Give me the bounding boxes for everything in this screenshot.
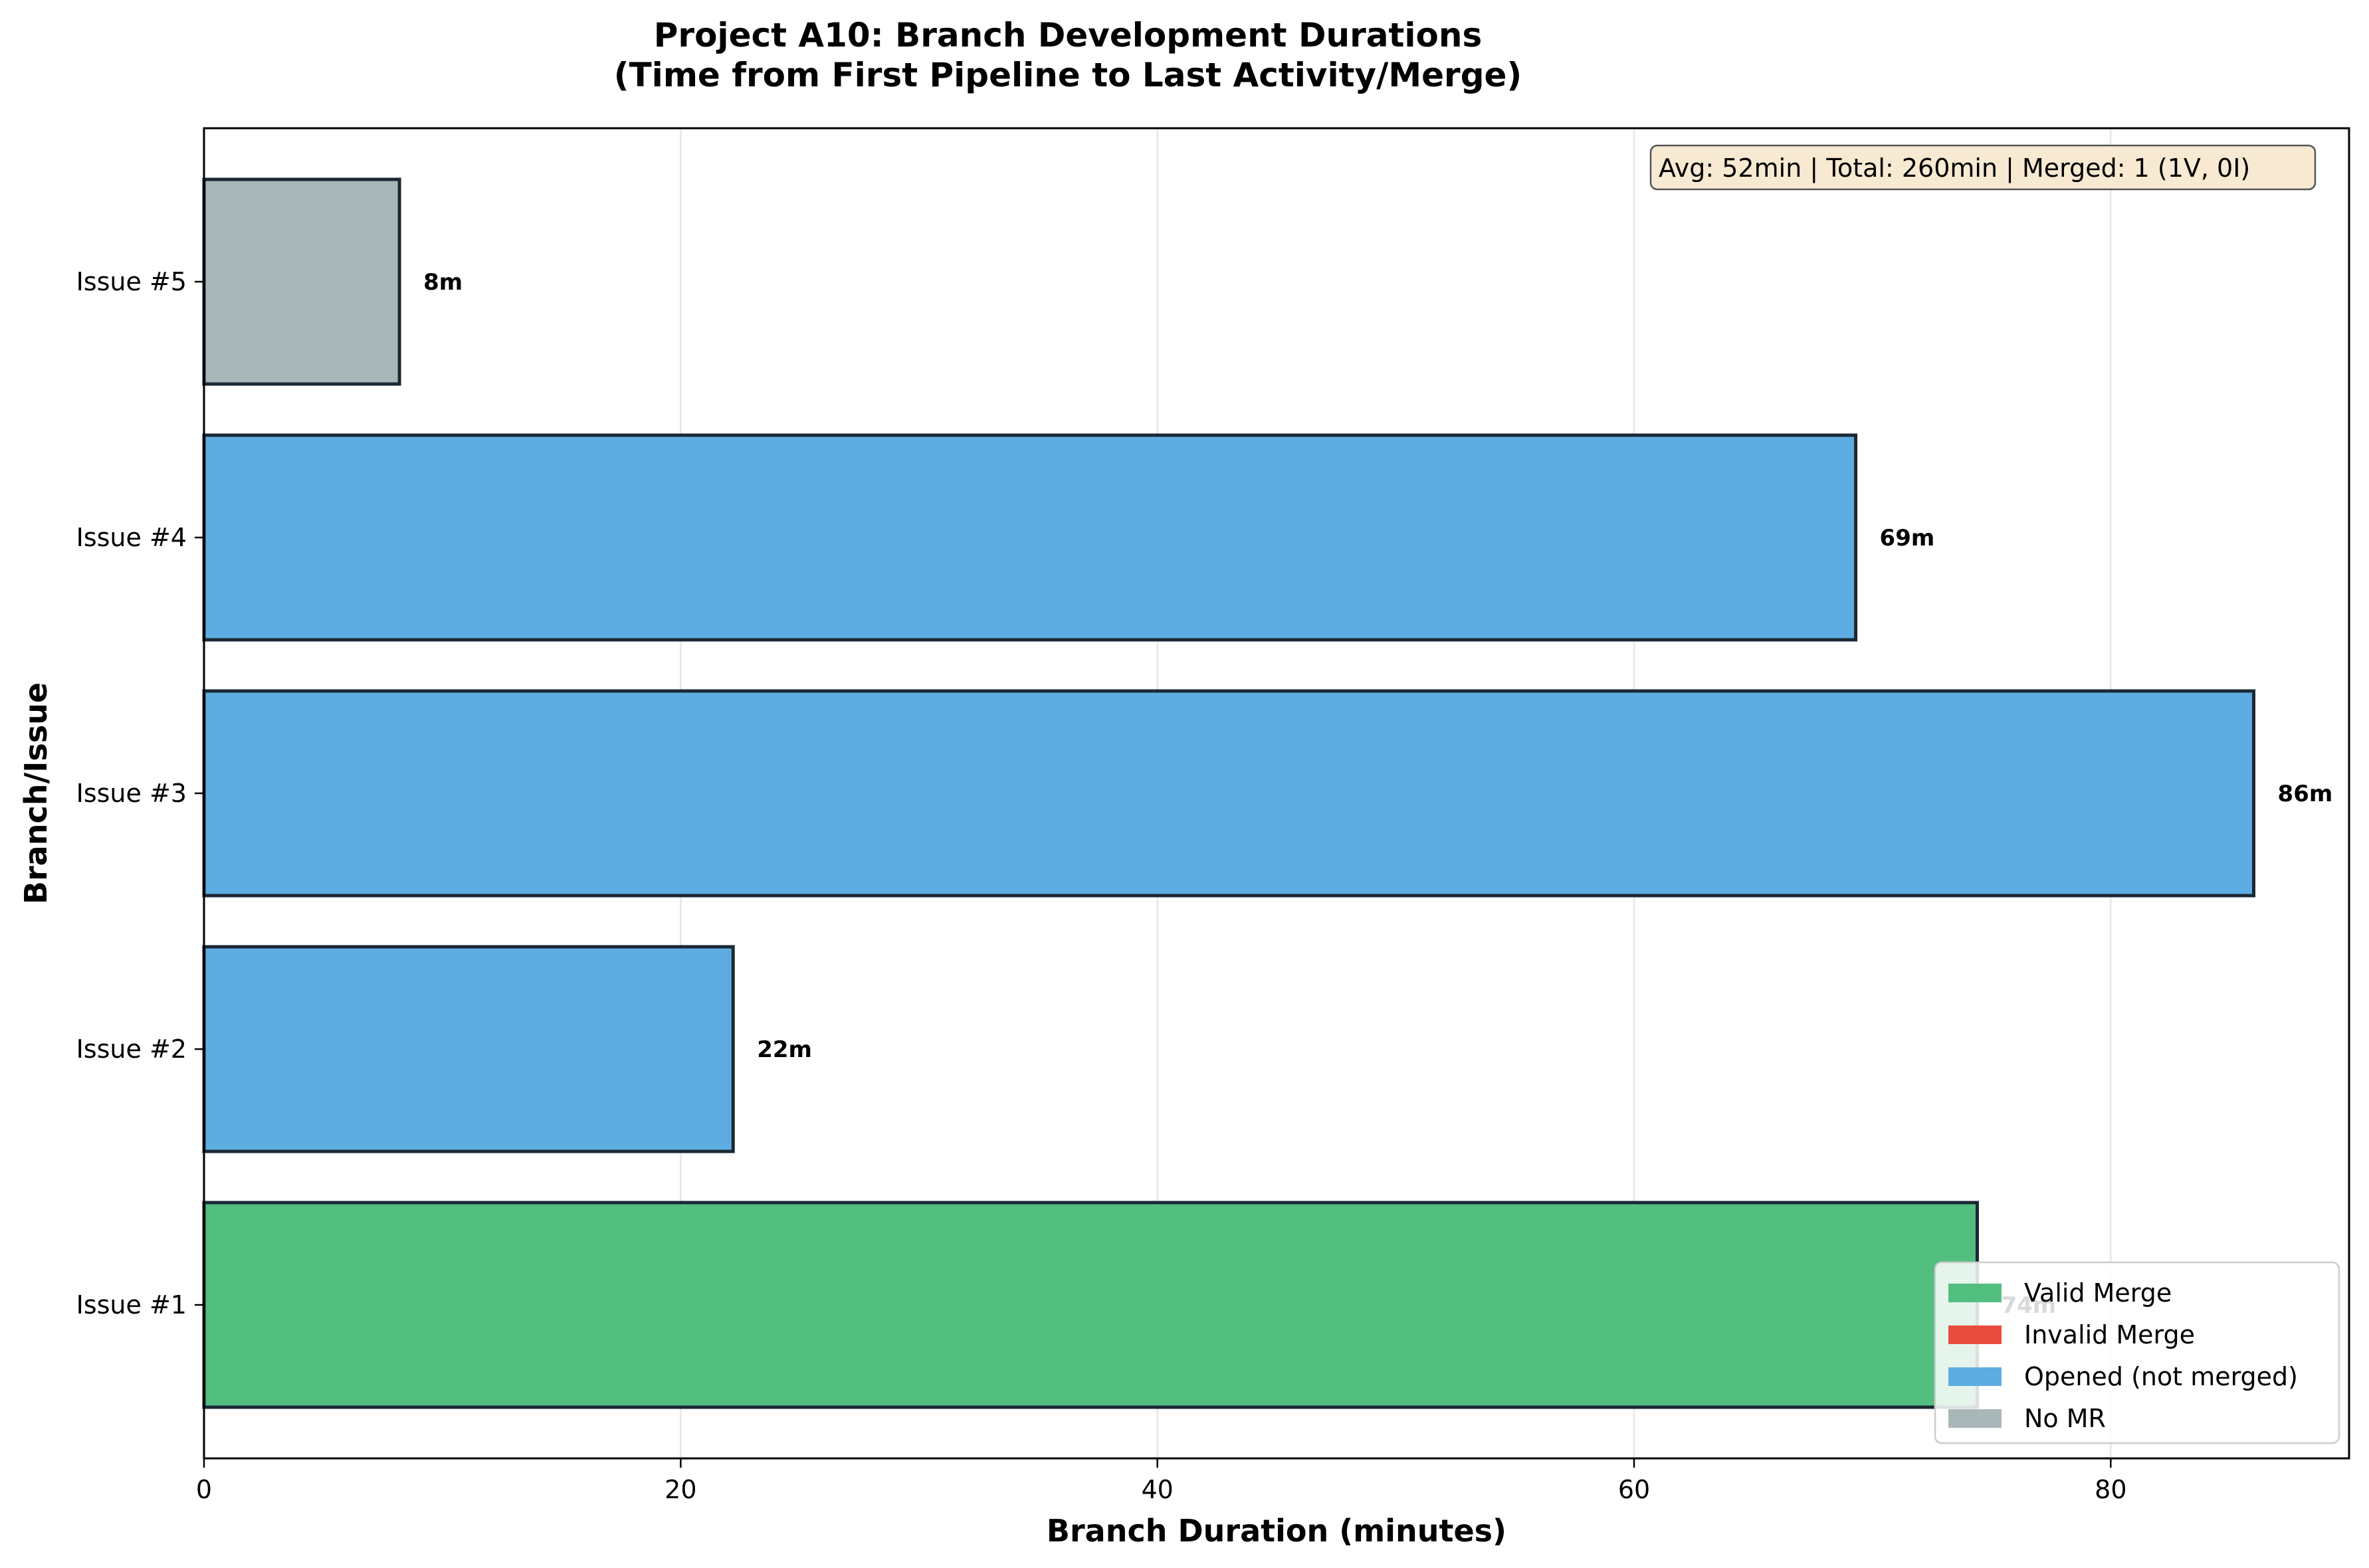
- bar-value-label: 69m: [1880, 525, 1935, 551]
- x-tick-label: 0: [196, 1475, 212, 1504]
- stats-box-text: Avg: 52min | Total: 260min | Merged: 1 (…: [1659, 153, 2250, 183]
- x-tick-label: 80: [2095, 1475, 2126, 1504]
- bar-issue-2: [202, 945, 735, 1153]
- chart-subtitle: (Time from First Pipeline to Last Activi…: [614, 56, 1522, 94]
- legend-swatch: [1948, 1284, 2002, 1302]
- legend-entries: Valid Merge Invalid Merge Opened (not merg…: [1948, 1278, 2298, 1433]
- legend-label: Opened (not merged): [2024, 1362, 2298, 1391]
- x-tick-label: 60: [1618, 1475, 1650, 1504]
- x-tick-label: 20: [665, 1475, 696, 1504]
- x-axis-label: Branch Duration (minutes): [1047, 1513, 1506, 1549]
- legend-label: No MR: [2024, 1404, 2106, 1433]
- legend-frame: [1934, 1261, 2340, 1444]
- legend-label: Valid Merge: [2024, 1278, 2172, 1308]
- bar-issue-5: [202, 177, 401, 386]
- legend-swatch: [1948, 1367, 2002, 1386]
- y-tick-label: Issue #5: [76, 267, 187, 296]
- chart-title: Project A10: Branch Development Duration…: [654, 16, 1482, 54]
- y-axis-ticks: Issue #1 Issue #2 Issue #3 Issue #4 Issue #5: [76, 267, 204, 1320]
- y-tick-label: Issue #2: [76, 1034, 187, 1064]
- legend: Valid Merge Invalid Merge Opened (not merg…: [1934, 1261, 2340, 1444]
- legend-swatch: [1948, 1409, 2002, 1428]
- bar-value-label: 22m: [757, 1036, 812, 1063]
- bar-issue-3: [202, 689, 2256, 898]
- stats-box-background: [1649, 144, 2317, 191]
- stats-box: Avg: 52min | Total: 260min | Merged: 1 (…: [1649, 144, 2317, 191]
- bars: [202, 177, 2256, 1409]
- bar-issue-1: [202, 1201, 1979, 1409]
- bar-issue-4: [202, 433, 1858, 642]
- legend-label: Invalid Merge: [2024, 1320, 2195, 1349]
- x-tick-label: 40: [1141, 1475, 1173, 1504]
- bar-value-label: 8m: [423, 269, 463, 296]
- y-tick-label: Issue #3: [76, 779, 187, 808]
- legend-swatch: [1948, 1325, 2002, 1344]
- y-tick-label: Issue #1: [76, 1290, 187, 1320]
- y-axis-label: Branch/Issue: [18, 682, 54, 904]
- bar-value-label: 86m: [2278, 781, 2333, 807]
- y-tick-label: Issue #4: [76, 523, 187, 552]
- x-axis-ticks: 0 20 40 60 80: [196, 1458, 2127, 1504]
